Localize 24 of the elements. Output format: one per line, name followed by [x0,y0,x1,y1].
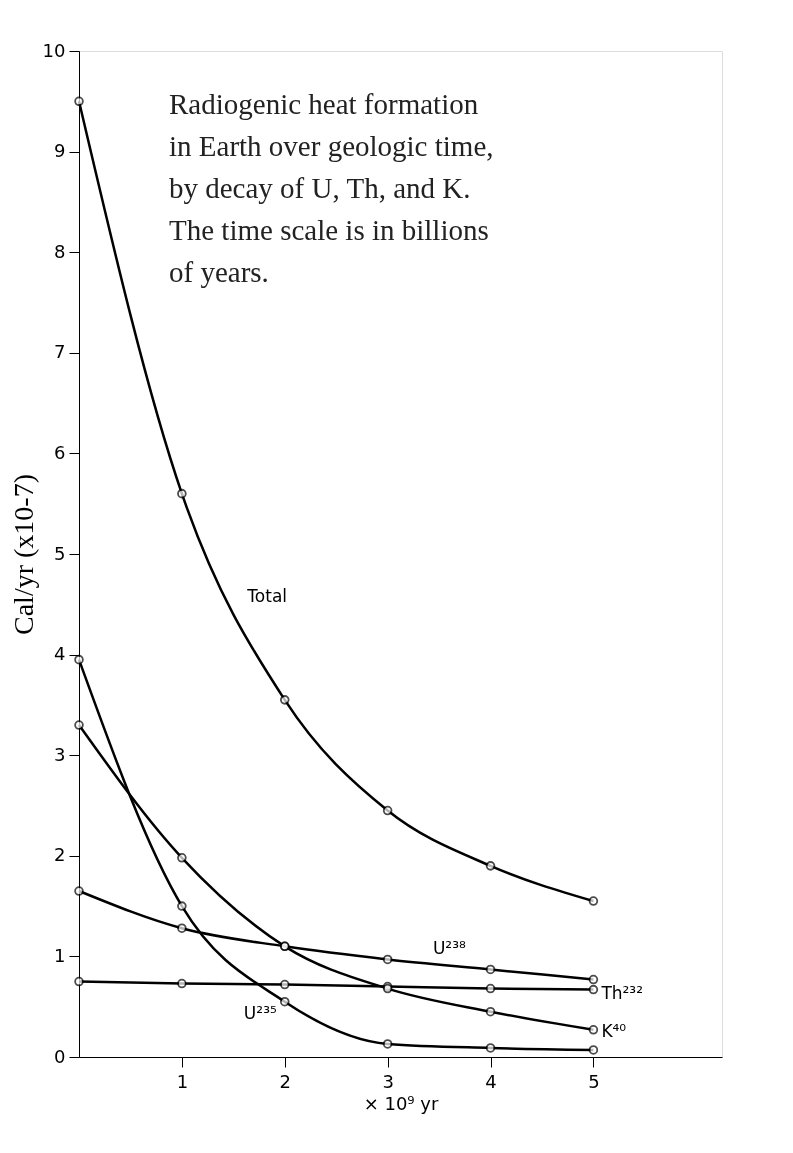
y-tick-label: 2 [54,844,66,866]
series-label: U²³⁵ [243,1002,277,1023]
y-tick-label: 4 [54,643,66,665]
series-label: Total [246,585,288,606]
y-tick-label: 5 [54,542,66,564]
y-tick-label: 1 [54,944,66,966]
y-tick-label: 8 [54,240,66,262]
annotation: Radiogenic heat formation in Earth over geologic time, by decay of U, Th, and K. The time scale is in billions of years. [169,88,494,288]
x-tick-label: 1 [176,1070,189,1092]
y-tick-label: 7 [54,341,66,363]
y-tick-label: 9 [54,140,66,162]
y-tick-label: 6 [54,441,66,463]
x-axis-title: × 10⁹ yr [363,1092,439,1114]
x-tick-label: 2 [279,1070,291,1092]
y-tick-label: 0 [54,1045,66,1067]
series-label: Th²³² [600,982,644,1003]
x-tick-label: 5 [588,1070,600,1092]
x-tick-label: 4 [485,1070,497,1092]
y-axis-title: Cal/yr (x10-7) [7,474,39,635]
series-label: U²³⁸ [432,938,466,959]
x-tick-label: 3 [382,1070,394,1092]
series-label: K⁴⁰ [601,1020,627,1041]
y-tick-label: 3 [54,743,66,765]
y-tick-label: 10 [42,39,66,61]
